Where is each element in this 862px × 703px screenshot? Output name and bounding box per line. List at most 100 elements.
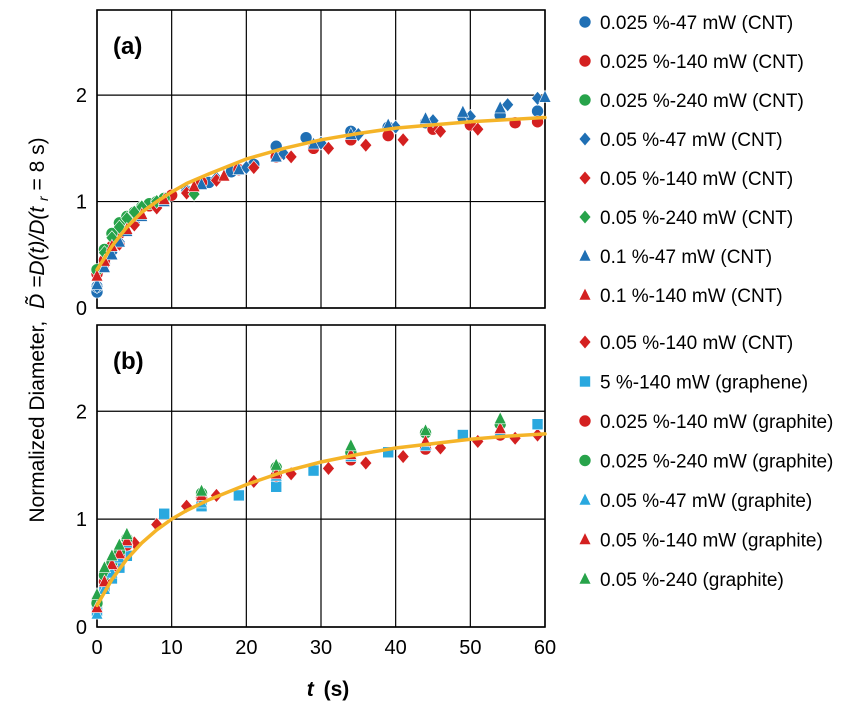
- panel-a-series-4-point: [434, 123, 447, 139]
- panel-b-legend-label: 0.05 %-140 mW (CNT): [600, 333, 793, 354]
- panel-a-legend-label: 0.025 %-140 mW (CNT): [600, 52, 804, 73]
- panel-b-series-5-point: [120, 533, 134, 547]
- panel-b-series-6-point: [344, 438, 358, 452]
- panel-b-label: (b): [113, 348, 144, 375]
- panel-a-series-0-point: [531, 104, 544, 118]
- y-axis-title-subscript: r: [35, 195, 51, 201]
- panel-a-series-6-point: [195, 176, 209, 190]
- panel-a-series-7-point: [217, 168, 231, 182]
- panel-a-series-4-point: [359, 137, 373, 153]
- panel-a-legend-label: 0.05 %-140 mW (CNT): [600, 169, 793, 190]
- panel-b-legend-marker: [578, 334, 592, 350]
- panel-a-series-4-point: [284, 149, 298, 165]
- panel-b-series-1-point: [382, 446, 395, 459]
- panel-b-series-6: [90, 411, 507, 600]
- panel-b-frame: [96, 324, 546, 628]
- panel-b-legend-label: 0.025 %-240 mW (graphite): [600, 452, 833, 473]
- panel-a-label: (a): [113, 33, 142, 60]
- y-axis-title-symbol: D̃: [25, 294, 49, 309]
- panel-a-series-4-point: [322, 140, 335, 156]
- panel-b-series-6-point: [195, 483, 209, 497]
- panel-a-legend-label: 0.05 %-47 mW (CNT): [600, 130, 783, 151]
- y-axis-title: Normalized Diameter, D̃ =D(t)/D(t r = 8 …: [25, 137, 53, 522]
- panel-b-series-6-point: [97, 560, 111, 573]
- panel-a-series-4-point: [396, 132, 410, 148]
- panel-b-series-6-point: [105, 548, 119, 562]
- panel-a-series-4-point: [247, 160, 261, 175]
- x-axis-title-unit: (s): [324, 678, 350, 701]
- panel-b-legend-label: 0.05 %-240 (graphite): [600, 570, 784, 591]
- x-axis-title-var: t: [307, 678, 315, 701]
- panel-b-series-0-point: [359, 455, 373, 471]
- panel-b-series-6-point: [120, 526, 134, 540]
- panel-a-series-6-point: [97, 259, 111, 273]
- panel-b-series-1-point: [307, 464, 320, 477]
- panel-b-y-tick-label: 1: [76, 509, 87, 531]
- panel-a-legend-marker: [578, 131, 592, 147]
- panel-a-series-6-point: [419, 110, 433, 124]
- panel-b-series-6-point: [419, 423, 433, 437]
- panel-b-legend-label: 0.025 %-140 mW (graphite): [600, 412, 833, 433]
- panel-a-series-6-point: [269, 149, 283, 163]
- x-tick-label: 30: [310, 637, 332, 659]
- panel-b-legend-label: 0.05 %-47 mW (graphite): [600, 491, 812, 512]
- panel-a-legend-marker: [578, 248, 592, 262]
- panel-a-series-4-point: [471, 121, 485, 137]
- x-tick-label: 60: [534, 637, 556, 659]
- panel-a-series-6-point: [493, 100, 507, 114]
- x-tick-label: 20: [235, 637, 257, 659]
- panel-a-legend-marker: [578, 287, 592, 301]
- panel-b-series-6-point: [493, 411, 507, 425]
- panel-a-legend-marker: [578, 15, 592, 29]
- panel-b-y-tick-label: 2: [76, 401, 87, 423]
- panel-b-legend-label: 0.05 %-140 mW (graphite): [600, 531, 823, 552]
- x-tick-label: 0: [91, 637, 102, 659]
- panel-b-series-0-point: [396, 449, 410, 465]
- panel-b-series-1-point: [158, 507, 170, 520]
- panel-a-series-3-point: [501, 97, 515, 113]
- panel-b-series-1-point: [233, 489, 245, 502]
- panel-a-series-7-point: [187, 179, 201, 192]
- y-axis-title-suffix: = 8 s): [26, 137, 49, 190]
- panel-a-series-6-point: [538, 89, 552, 103]
- panel-b-fit-curve: [95, 432, 547, 608]
- panel-a-y-tick-label: 0: [76, 298, 87, 320]
- panel-b-legend-marker: [578, 531, 592, 545]
- panel-a-legend-marker: [578, 54, 592, 68]
- panel-a-legend-marker: [578, 170, 592, 186]
- panel-b-series-4-point: [90, 606, 104, 620]
- panel-b-series-1-point: [270, 480, 283, 493]
- panel-b-series-5-point: [105, 556, 119, 570]
- panel-a-series-6-point: [456, 104, 470, 118]
- panel-b-series-2: [90, 428, 507, 607]
- panel-a-series-6-point: [232, 161, 246, 175]
- x-tick-label: 50: [459, 637, 481, 659]
- panel-a-legend-marker: [578, 93, 592, 107]
- panel-b-series-0-point: [508, 430, 522, 446]
- x-axis-title: t (s): [307, 678, 350, 701]
- panel-a-plot: 0 1 2 (a): [76, 9, 552, 320]
- panel-b-series-6-point: [90, 586, 104, 600]
- panel-a-legend-marker: [578, 209, 592, 225]
- panel-b-series-5-point: [112, 545, 126, 559]
- panel-b-series-0-point: [322, 460, 335, 476]
- panel-a-series-7-point: [90, 268, 104, 282]
- panel-b-legend-marker: [578, 571, 592, 585]
- panel-a-series-6-point: [90, 276, 104, 290]
- panel-b-series-1-point: [531, 418, 544, 431]
- panel-a-legend-label: 0.1 %-47 mW (CNT): [600, 247, 772, 268]
- y-axis-title-prefix: Normalized Diameter,: [26, 321, 49, 523]
- panel-b-y-tick-label: 0: [76, 617, 87, 639]
- panel-b-legend-marker: [579, 375, 591, 388]
- panel-a-legend-label: 0.1 %-140 mW (CNT): [600, 286, 783, 307]
- panel-a-legend: 0.025 %-47 mW (CNT) 0.025 %-140 mW (CNT) 0…: [578, 13, 804, 307]
- panel-b-legend-marker: [578, 414, 592, 428]
- panel-b-legend-label: 5 %-140 mW (graphene): [600, 373, 808, 394]
- panel-b-series-5-point: [493, 420, 507, 434]
- panel-b-legend-marker: [578, 492, 592, 506]
- panel-a-frame: [96, 9, 546, 309]
- panel-b-series-1: [91, 418, 544, 617]
- panel-a-legend-label: 0.025 %-240 mW (CNT): [600, 91, 804, 112]
- panel-b-series-6-point: [269, 457, 283, 471]
